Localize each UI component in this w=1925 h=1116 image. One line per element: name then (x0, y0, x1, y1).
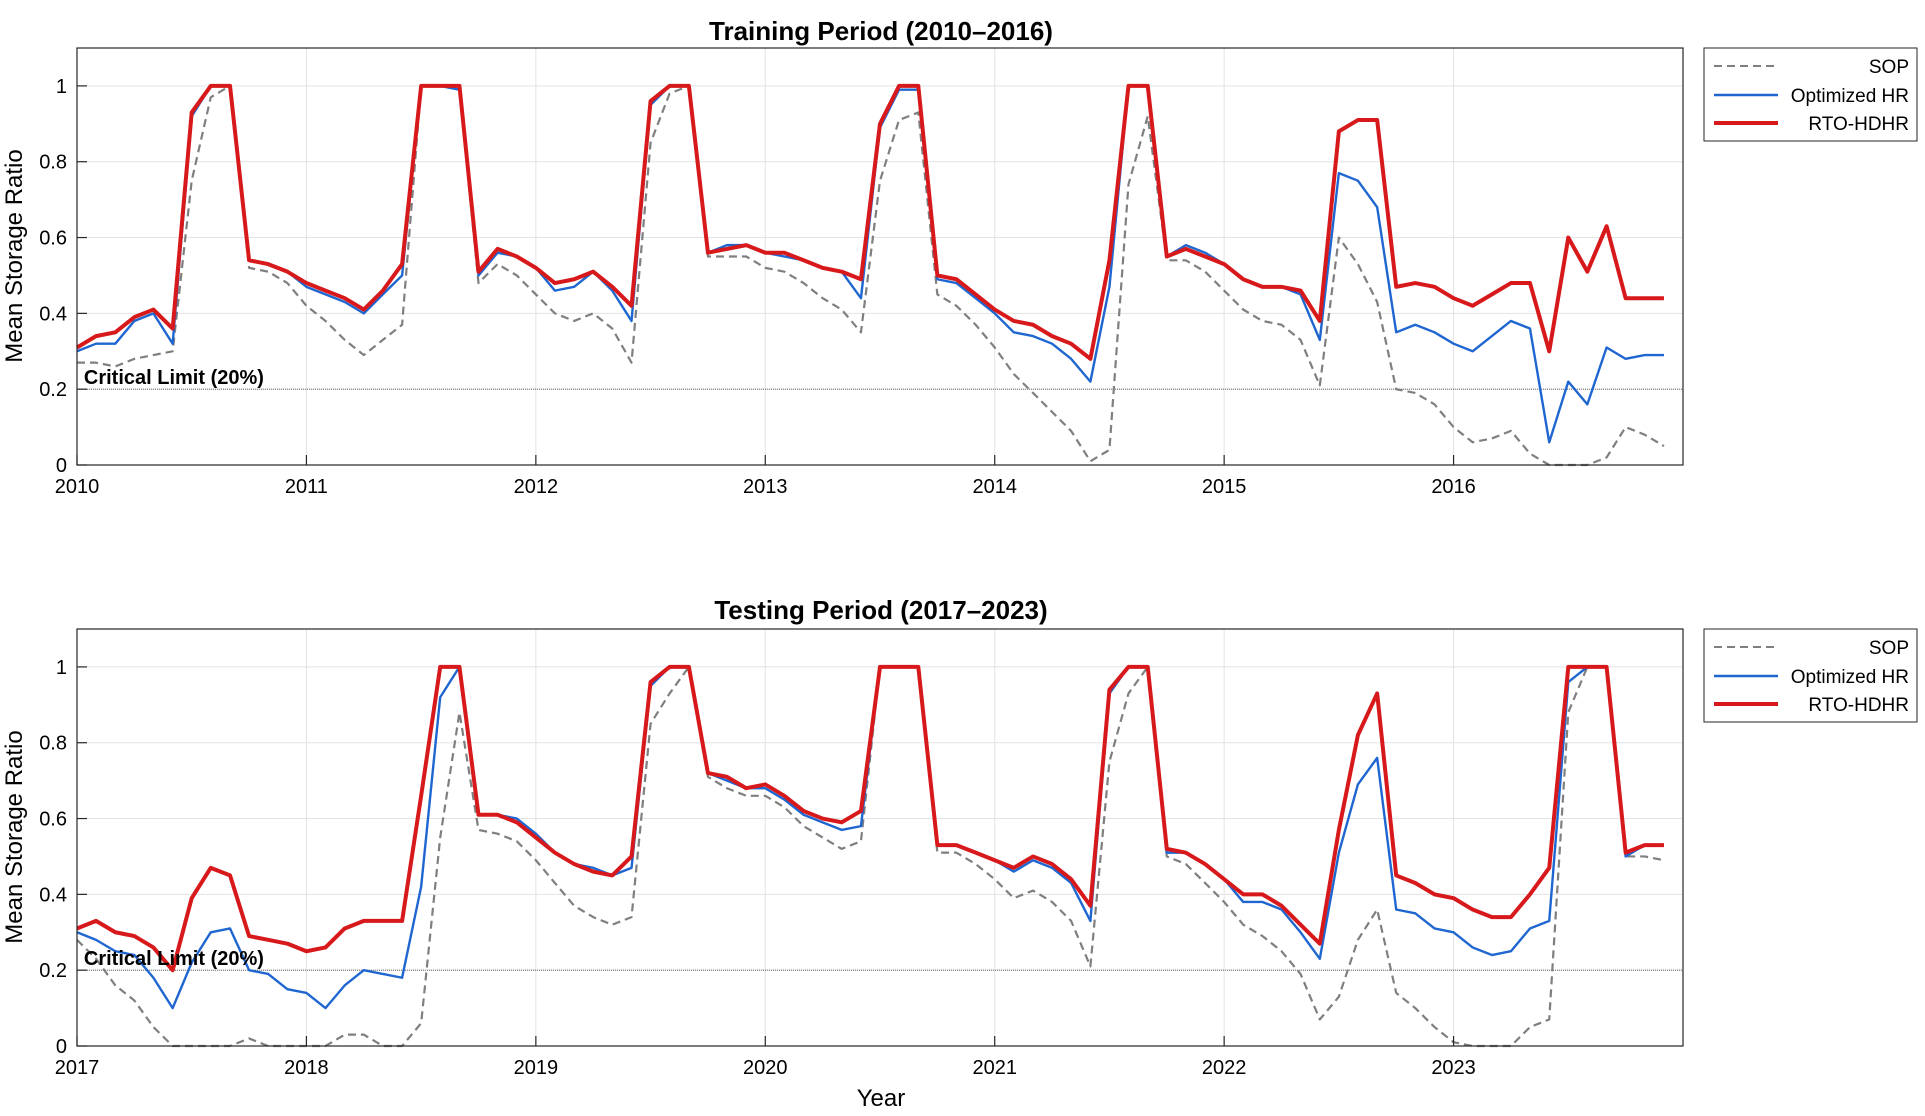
x-tick-label-2014-training: 2014 (972, 476, 1017, 498)
x-tick-label-2021-testing: 2021 (972, 1057, 1017, 1079)
chart-title-testing: Testing Period (2017–2023) (714, 595, 1047, 625)
x-tick-label-2015-training: 2015 (1202, 476, 1247, 498)
y-axis-label-training: Mean Storage Ratio (1, 149, 28, 362)
legend-label-sop-testing: SOP (1869, 638, 1909, 659)
y-ticks-testing: 0 0.2 0.4 0.6 0.8 1 (39, 657, 87, 1058)
legend-label-optimized-hr-testing: Optimized HR (1791, 667, 1909, 688)
y-tick-label-0_6-training: 0.6 (39, 228, 67, 250)
series-layer-testing (76, 664, 1665, 1048)
x-tick-label-2023-testing: 2023 (1431, 1057, 1476, 1079)
series-layer-training (75, 83, 1665, 467)
line-rto-hdhr-testing (76, 664, 1664, 973)
legend-label-sop-training: SOP (1869, 57, 1909, 78)
plot-area-testing (77, 629, 1683, 1046)
y-tick-label-0_2-testing: 0.2 (39, 960, 67, 982)
y-tick-label-0-training: 0 (56, 455, 67, 477)
x-tick-label-2010-training: 2010 (55, 476, 100, 498)
chart-title-training: Training Period (2010–2016) (709, 16, 1053, 46)
line-rto-hdhr-training (75, 83, 1664, 361)
legend-label-rto-hdhr-training: RTO-HDHR (1808, 114, 1909, 135)
x-ticks-testing: 2017 2018 2019 2020 2021 2022 2023 (55, 1036, 1476, 1079)
y-tick-label-0_6-testing: 0.6 (39, 809, 67, 831)
y-tick-label-0_4-testing: 0.4 (39, 884, 67, 906)
line-sop-training (77, 84, 1665, 467)
x-tick-label-2012-training: 2012 (514, 476, 559, 498)
plot-area-training (77, 48, 1683, 465)
y-tick-label-0_8-testing: 0.8 (39, 733, 67, 755)
legend-label-optimized-hr-training: Optimized HR (1791, 86, 1909, 107)
x-tick-label-2020-testing: 2020 (743, 1057, 788, 1079)
x-tick-label-2018-testing: 2018 (284, 1057, 329, 1079)
y-tick-label-1-training: 1 (56, 76, 67, 98)
x-tick-label-2022-testing: 2022 (1202, 1057, 1247, 1079)
plot-frame-training (76, 47, 1684, 466)
x-tick-label-2019-testing: 2019 (514, 1057, 559, 1079)
critical-limit-label-testing: Critical Limit (20%) (84, 948, 264, 970)
legend-testing: SOP Optimized HR RTO-HDHR (1703, 628, 1918, 723)
legend-training: SOP Optimized HR RTO-HDHR (1703, 47, 1918, 142)
x-tick-label-2013-training: 2013 (743, 476, 788, 498)
legend-label-rto-hdhr-testing: RTO-HDHR (1808, 695, 1909, 716)
y-ticks-training: 0 0.2 0.4 0.6 0.8 1 (39, 76, 87, 477)
x-tick-label-2016-training: 2016 (1431, 476, 1476, 498)
y-axis-label-testing: Mean Storage Ratio (1, 730, 28, 943)
x-ticks-training: 2010 2011 2012 2013 2014 2015 2016 (55, 455, 1476, 498)
line-sop-testing (76, 665, 1665, 1048)
y-tick-label-1-testing: 1 (56, 657, 67, 679)
y-tick-label-0_2-training: 0.2 (39, 379, 67, 401)
y-tick-label-0_8-training: 0.8 (39, 152, 67, 174)
plot-frame-testing (76, 628, 1684, 1047)
critical-limit-label-training: Critical Limit (20%) (84, 367, 264, 389)
chart-training: Training Period (2010–2016) 2010 2011 2012… (1, 16, 1918, 498)
y-tick-label-0_4-training: 0.4 (39, 303, 67, 325)
x-tick-label-2011-training: 2011 (285, 476, 328, 498)
x-tick-label-2017-testing: 2017 (55, 1057, 100, 1079)
chart-testing: Testing Period (2017–2023) 2017 2018 2019 2… (1, 595, 1918, 1079)
y-tick-label-0-testing: 0 (56, 1036, 67, 1058)
x-axis-label: Year (857, 1085, 906, 1112)
